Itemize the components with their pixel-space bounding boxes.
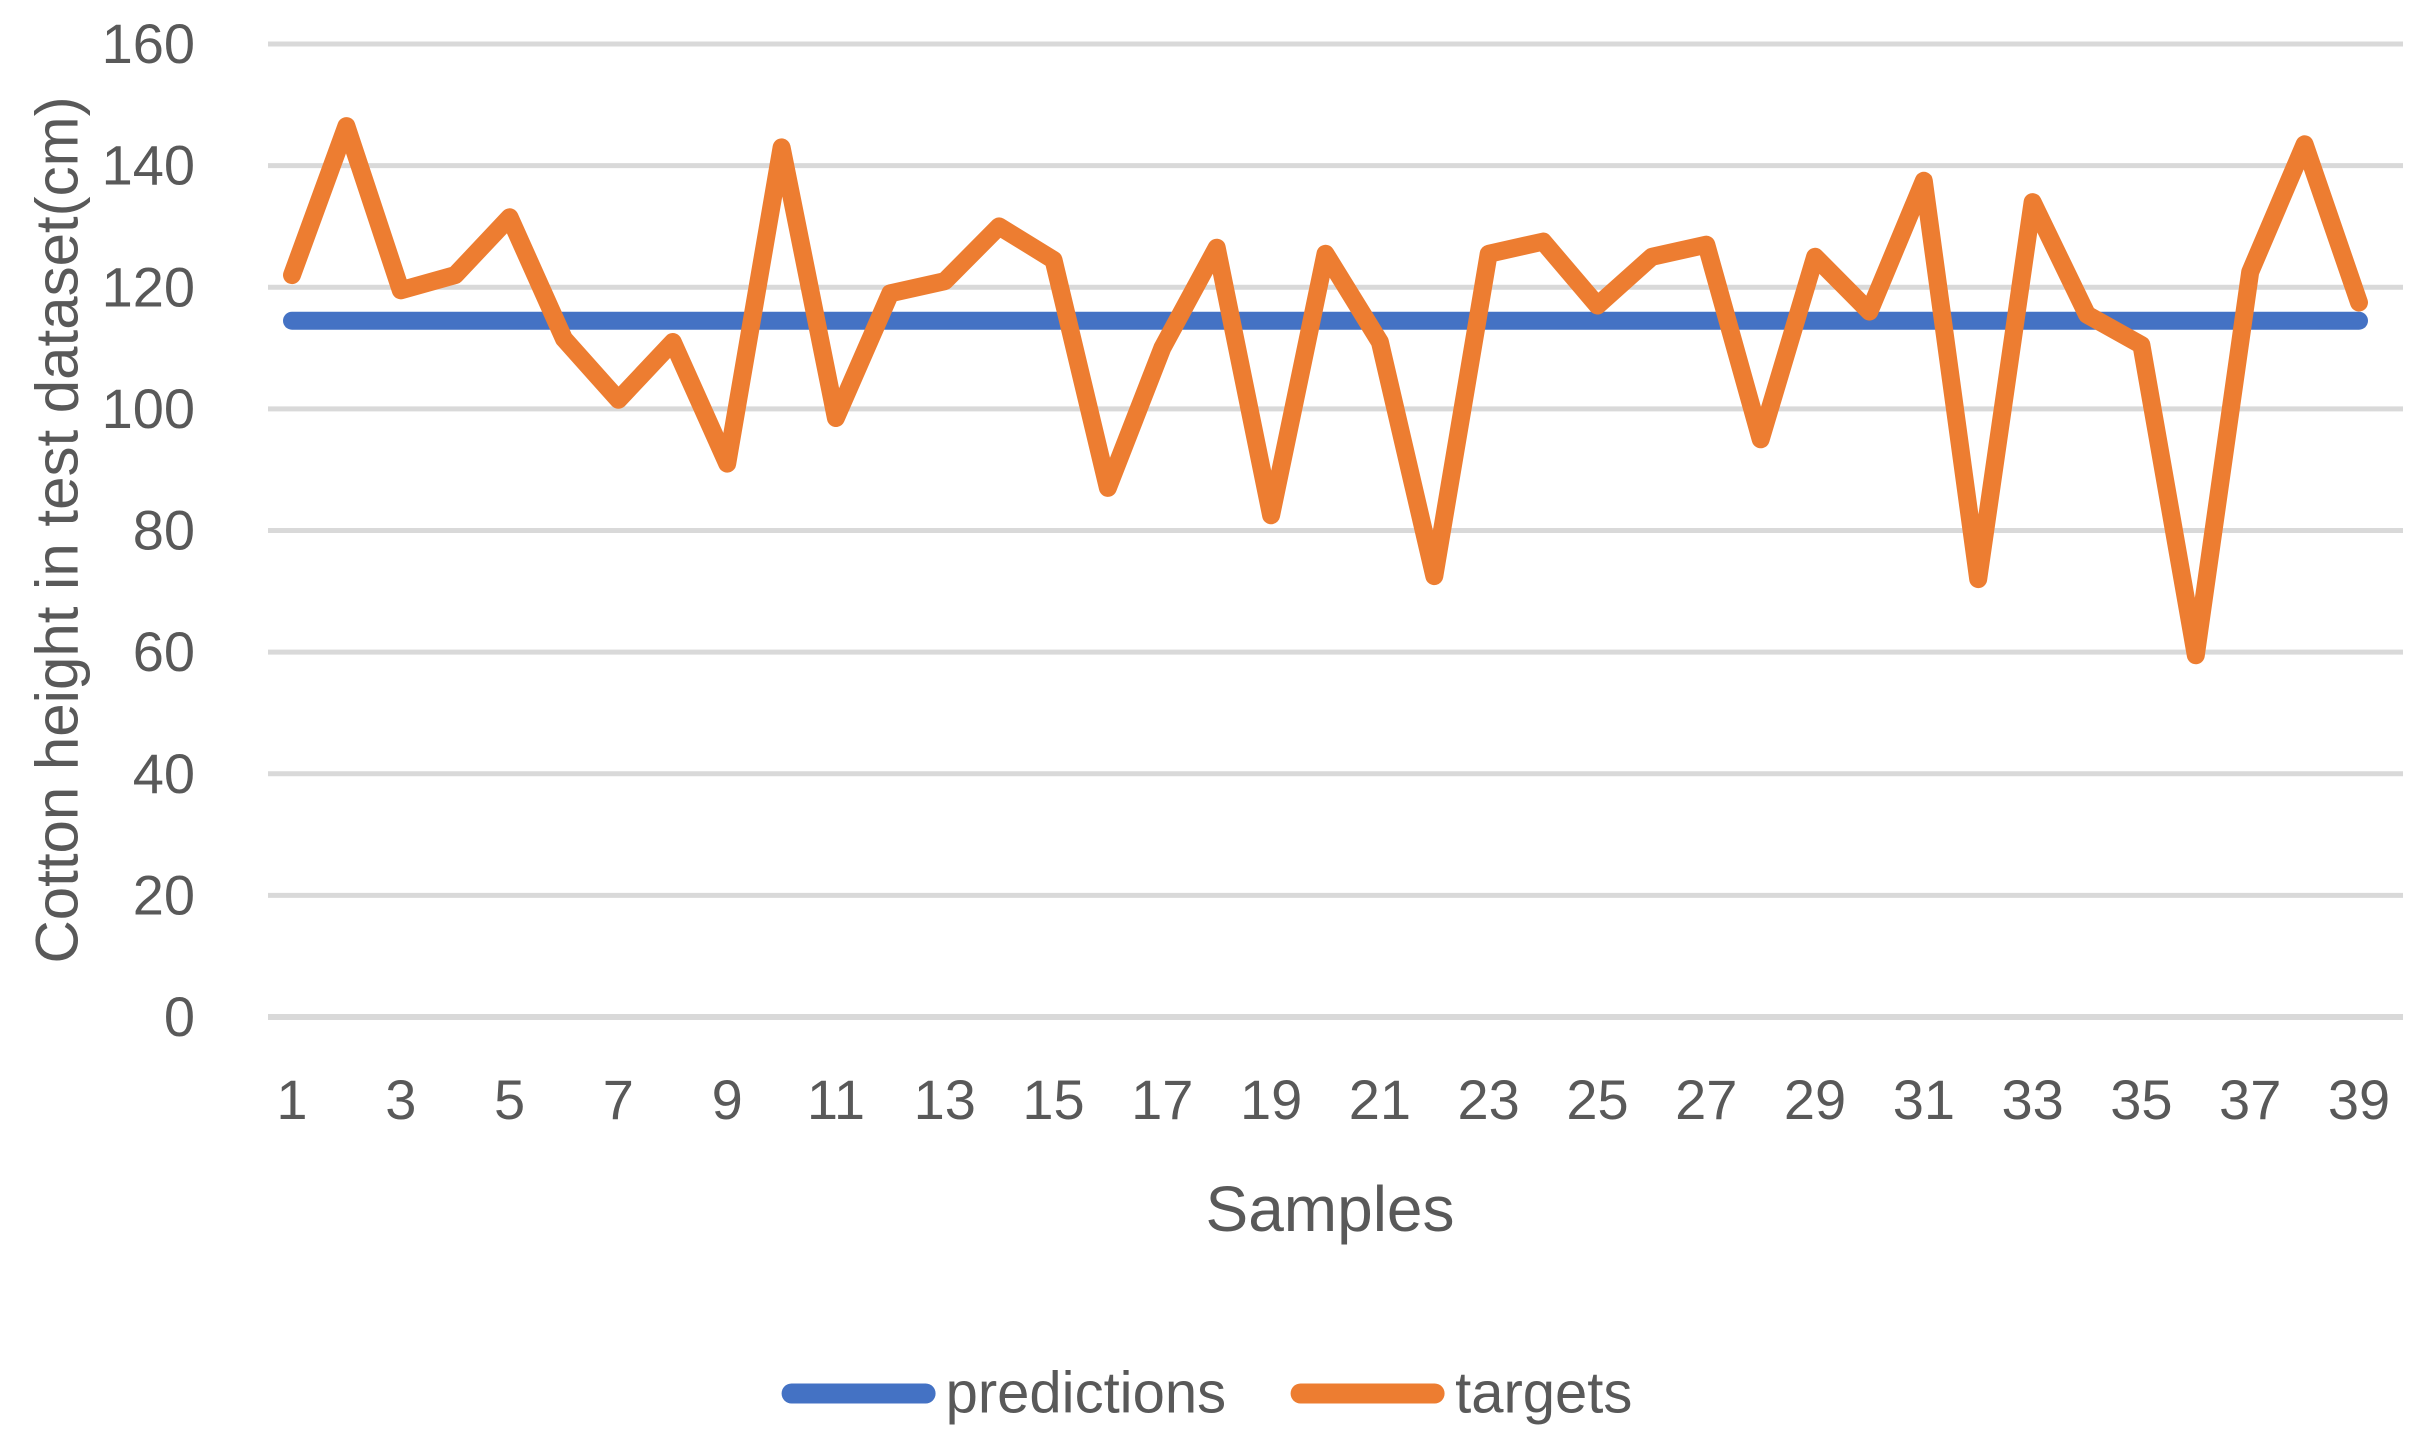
x-axis-title: Samples xyxy=(1205,1173,1455,1245)
x-tick-label: 29 xyxy=(1784,1068,1846,1131)
x-tick-label: 21 xyxy=(1349,1068,1411,1131)
y-tick-label: 120 xyxy=(102,255,195,318)
x-tick-label: 33 xyxy=(2001,1068,2063,1131)
predictions-line-swatch xyxy=(781,1383,936,1403)
legend-item-predictions: predictions xyxy=(781,1360,1227,1427)
targets-line-swatch xyxy=(1291,1383,1446,1403)
gridlines-group xyxy=(268,41,2403,1020)
x-tick-label: 39 xyxy=(2328,1068,2390,1131)
y-tick-label: 140 xyxy=(102,134,195,197)
y-tick-label: 20 xyxy=(133,863,195,926)
x-tick-label: 3 xyxy=(385,1068,416,1131)
x-tick-label: 1 xyxy=(276,1068,307,1131)
x-tick-label: 9 xyxy=(712,1068,743,1131)
y-tick-label: 100 xyxy=(102,377,195,440)
x-tick-label: 27 xyxy=(1675,1068,1737,1131)
x-tick-label: 31 xyxy=(1893,1068,1955,1131)
legend-item-targets: targets xyxy=(1291,1360,1632,1427)
x-tick-label: 13 xyxy=(914,1068,976,1131)
x-tick-label: 23 xyxy=(1458,1068,1520,1131)
y-axis-title: Cotton height in test dataset(cm) xyxy=(23,96,91,964)
y-tick-label: 160 xyxy=(102,12,195,75)
legend: predictions targets xyxy=(781,1360,1632,1427)
targets-line xyxy=(283,117,2368,665)
x-tick-label: 15 xyxy=(1022,1068,1084,1131)
x-tick-label: 19 xyxy=(1240,1068,1302,1131)
legend-label-predictions: predictions xyxy=(945,1360,1227,1426)
legend-label-targets: targets xyxy=(1455,1360,1633,1426)
y-tick-label: 0 xyxy=(164,985,195,1048)
x-tick-label: 5 xyxy=(494,1068,525,1131)
y-tick-label: 80 xyxy=(133,499,195,562)
x-tick-label: 25 xyxy=(1566,1068,1628,1131)
x-tick-label: 7 xyxy=(603,1068,634,1131)
x-tick-label: 35 xyxy=(2110,1068,2172,1131)
x-tick-label: 17 xyxy=(1131,1068,1193,1131)
y-tick-labels-group: 0 20 40 60 80 100 120 140 160 xyxy=(102,12,195,1048)
series-lines-group xyxy=(283,117,2368,665)
y-tick-label: 60 xyxy=(133,620,195,683)
x-tick-labels-group: 1 3 5 7 9 11 13 15 17 19 21 23 25 27 29 31 33 35 37 39 xyxy=(276,1068,2390,1131)
x-tick-label: 11 xyxy=(807,1068,865,1131)
x-tick-label: 37 xyxy=(2219,1068,2281,1131)
y-tick-label: 40 xyxy=(133,742,195,805)
